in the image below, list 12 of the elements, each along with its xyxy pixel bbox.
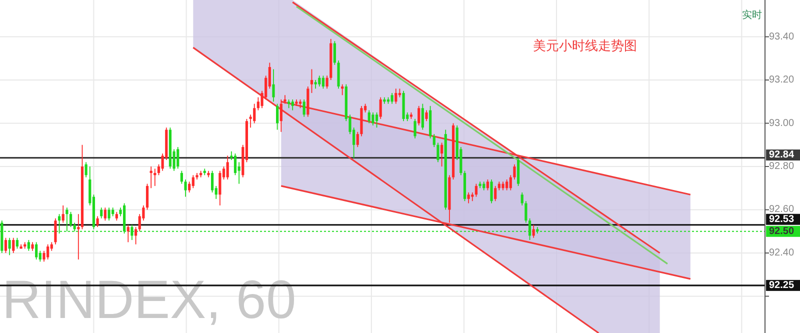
ytick: 92.80 xyxy=(769,161,794,172)
ytick: 93.00 xyxy=(769,118,794,129)
ref-line-label: 92.84 xyxy=(769,150,794,160)
ref-line-label: 92.50 xyxy=(769,226,794,237)
annotation: 实时 xyxy=(742,10,762,21)
ref-line-label: 92.53 xyxy=(769,214,794,225)
title: 美元小时线走势图 xyxy=(533,38,637,53)
ytick: 93.20 xyxy=(769,74,794,86)
ref-line-label: 92.25 xyxy=(769,280,794,291)
ytick: 92.40 xyxy=(769,248,794,258)
ytick: 92.60 xyxy=(769,204,794,216)
ytick: 93.40 xyxy=(769,31,794,42)
